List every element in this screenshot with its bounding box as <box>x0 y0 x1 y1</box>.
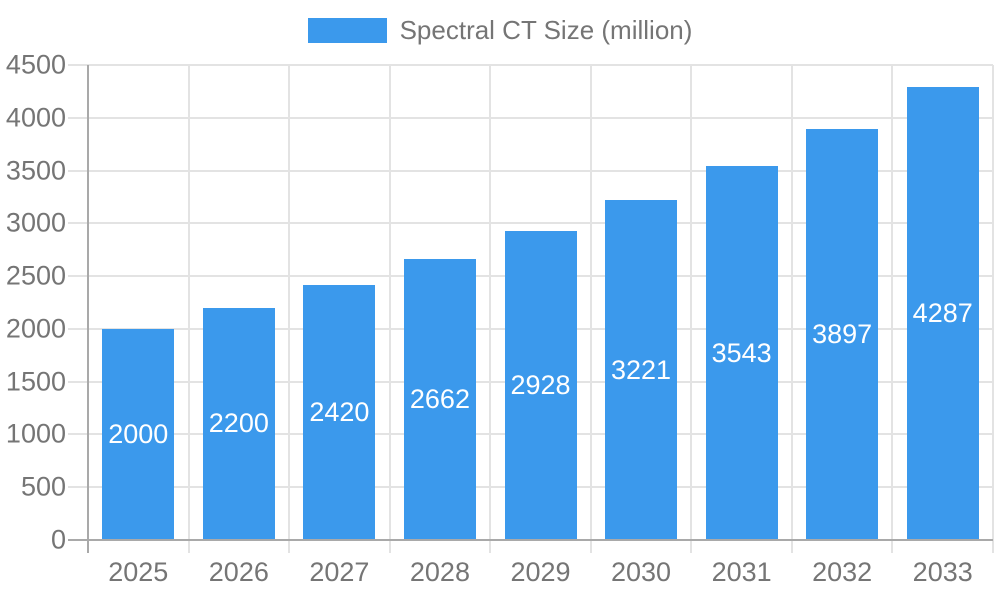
h-gridline <box>68 116 993 119</box>
bar-2030[interactable]: 3221 <box>605 200 678 540</box>
y-tick-label: 4000 <box>5 102 66 133</box>
h-gridline <box>68 64 993 66</box>
bar-2028[interactable]: 2662 <box>403 259 476 540</box>
x-tick-label: 2031 <box>711 557 772 587</box>
bar-2029[interactable]: 2928 <box>504 230 577 540</box>
v-gridline <box>288 65 291 553</box>
y-tick-label: 500 <box>20 471 66 502</box>
y-axis-line <box>87 65 89 553</box>
v-gridline <box>589 65 592 553</box>
y-tick-label: 3000 <box>5 207 66 238</box>
x-tick-label: 2033 <box>912 557 973 587</box>
x-tick-label: 2029 <box>510 557 571 587</box>
bar-value-label: 2662 <box>409 384 470 414</box>
bar-value-label: 3897 <box>812 318 873 349</box>
y-tick-label: 2500 <box>5 260 66 291</box>
y-tick-label: 1000 <box>5 418 66 449</box>
bar-2033[interactable]: 4287 <box>906 87 979 540</box>
y-tick-label: 0 <box>50 524 66 555</box>
v-gridline <box>992 65 994 553</box>
bar-value-label: 2000 <box>108 418 169 449</box>
bar-value-label: 3221 <box>611 354 672 385</box>
v-gridline <box>790 65 793 553</box>
y-tick-label: 2000 <box>5 313 66 344</box>
bar-value-label: 3543 <box>711 337 772 368</box>
legend-label: Spectral CT Size (million) <box>399 15 693 45</box>
bar-2027[interactable]: 2420 <box>303 284 376 540</box>
legend: Spectral CT Size (million) <box>0 15 1000 46</box>
bar-2031[interactable]: 3543 <box>705 166 778 540</box>
x-tick-label: 2032 <box>812 557 873 587</box>
y-tick-label: 4500 <box>5 49 66 80</box>
x-tick-label: 2028 <box>409 557 470 587</box>
x-tick-label: 2025 <box>108 557 169 587</box>
bar-2025[interactable]: 2000 <box>102 328 175 540</box>
x-tick-label: 2026 <box>208 557 269 587</box>
bar-value-label: 2928 <box>510 369 571 400</box>
v-gridline <box>187 65 190 553</box>
bar-value-label: 4287 <box>912 298 973 329</box>
h-gridline <box>68 169 993 172</box>
x-tick-label: 2030 <box>611 557 672 587</box>
v-gridline <box>891 65 894 553</box>
h-gridline <box>68 222 993 225</box>
bar-value-label: 2420 <box>309 396 370 427</box>
y-tick-label: 1500 <box>5 366 66 397</box>
plot-area: 0 500 1000 1500 2000 2500 3000 3500 4000 4500 2000… <box>6 51 994 586</box>
legend-swatch <box>307 18 387 43</box>
x-tick-label: 2027 <box>309 557 370 587</box>
y-tick-label: 3500 <box>5 155 66 186</box>
bar-2026[interactable]: 2200 <box>202 307 275 540</box>
v-gridline <box>388 65 391 553</box>
v-gridline <box>690 65 693 553</box>
x-axis-baseline <box>68 539 993 541</box>
bar-value-label: 2200 <box>208 408 269 439</box>
v-gridline <box>489 65 492 553</box>
bar-2032[interactable]: 3897 <box>806 128 879 540</box>
